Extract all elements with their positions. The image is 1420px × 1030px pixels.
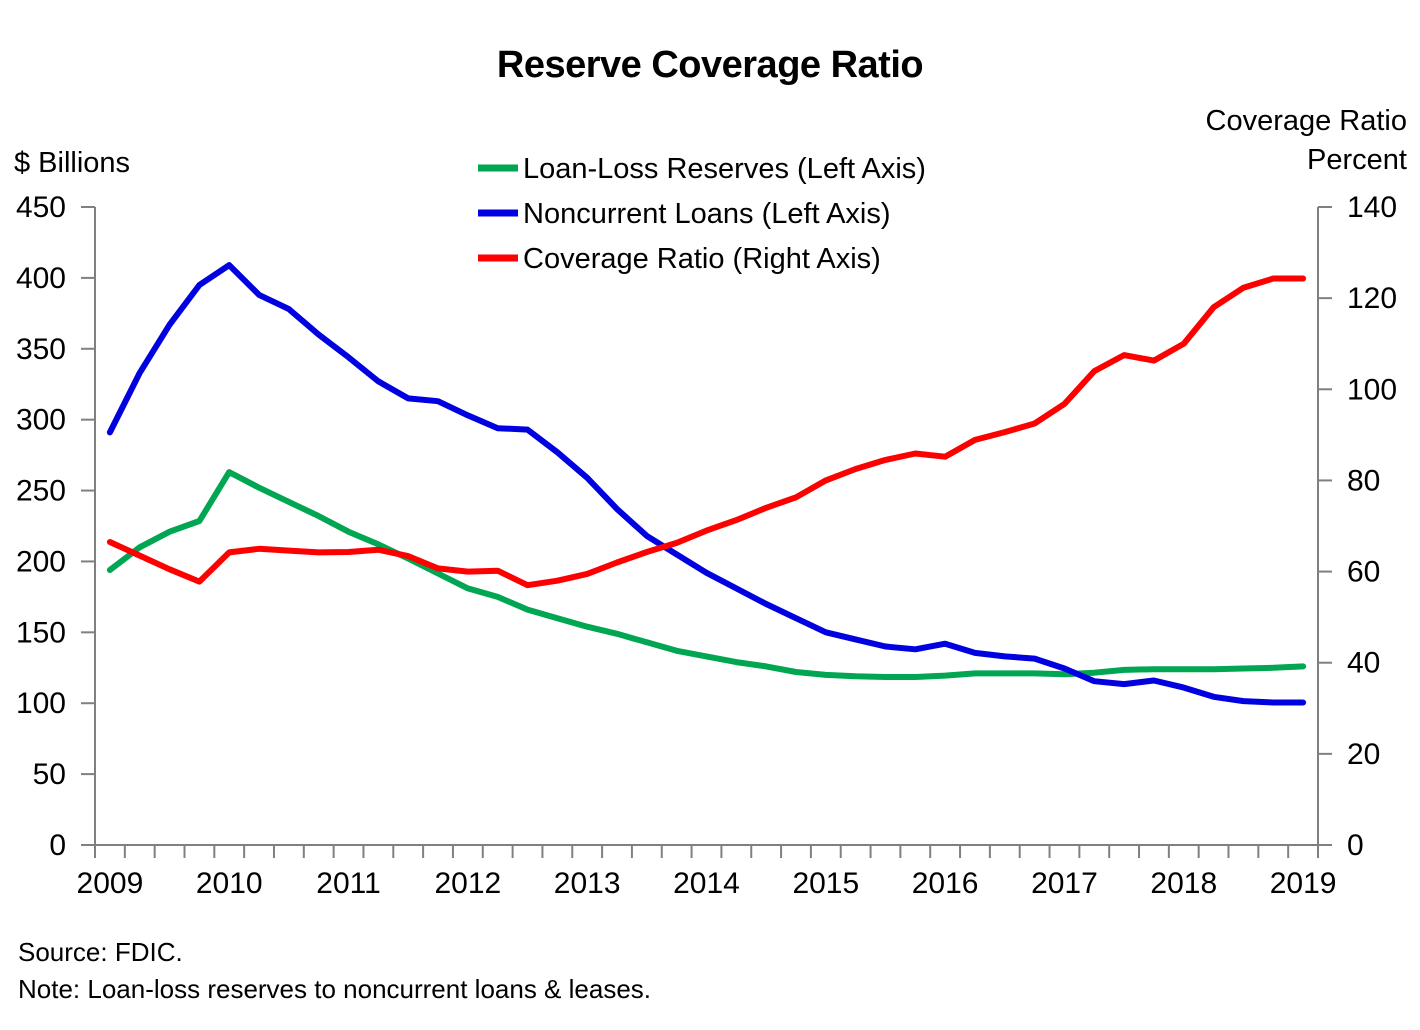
legend-label-coverage-ratio: Coverage Ratio (Right Axis) bbox=[523, 243, 881, 275]
series bbox=[106, 262, 1307, 706]
left-axis-tick-label: 150 bbox=[16, 616, 66, 649]
right-axis-tick-label: 100 bbox=[1347, 373, 1397, 406]
legend-label-loan-loss-reserves: Loan-Loss Reserves (Left Axis) bbox=[523, 153, 926, 185]
right-axis-unit-label: Percent bbox=[1307, 144, 1407, 176]
left-axis-tick-label: 450 bbox=[16, 191, 66, 224]
methodology-note: Note: Loan-loss reserves to noncurrent l… bbox=[18, 974, 651, 1004]
legend: Loan-Loss Reserves (Left Axis) Noncurren… bbox=[478, 153, 926, 275]
right-axis-tick-label: 140 bbox=[1347, 191, 1397, 224]
x-axis-year-label: 2019 bbox=[1270, 867, 1337, 900]
x-axis-year-label: 2018 bbox=[1150, 867, 1217, 900]
left-axis-tick-label: 100 bbox=[16, 687, 66, 720]
left-axis-tick-label: 250 bbox=[16, 475, 66, 508]
left-axis-tick-label: 0 bbox=[49, 829, 66, 862]
x-axis-year-label: 2013 bbox=[554, 867, 621, 900]
series-line-coverage-ratio bbox=[106, 275, 1307, 589]
left-axis-tick-label: 350 bbox=[16, 333, 66, 366]
right-axis-tick-label: 120 bbox=[1347, 282, 1397, 315]
legend-item-loan-loss-reserves: Loan-Loss Reserves (Left Axis) bbox=[478, 153, 926, 185]
right-axis-title: Coverage Ratio bbox=[1206, 105, 1408, 137]
x-axis-year-label: 2016 bbox=[912, 867, 979, 900]
right-axis-tick-label: 40 bbox=[1347, 647, 1380, 680]
x-axis-year-label: 2009 bbox=[77, 867, 144, 900]
x-axis-year-label: 2012 bbox=[434, 867, 501, 900]
right-axis-tick-label: 60 bbox=[1347, 556, 1380, 589]
right-axis-tick-label: 0 bbox=[1347, 829, 1364, 862]
legend-item-noncurrent-loans: Noncurrent Loans (Left Axis) bbox=[478, 198, 891, 230]
source-note: Source: FDIC. bbox=[18, 937, 183, 967]
right-axis-tick-label: 20 bbox=[1347, 738, 1380, 771]
x-axis-year-label: 2017 bbox=[1031, 867, 1098, 900]
right-axis-tick-label: 80 bbox=[1347, 464, 1380, 497]
x-axis-year-label: 2011 bbox=[316, 867, 381, 900]
axes: 4504003503002502001501005001401201008060… bbox=[16, 191, 1397, 900]
series-line-noncurrent-loans bbox=[106, 262, 1307, 706]
left-axis-tick-label: 200 bbox=[16, 545, 66, 578]
chart-title: Reserve Coverage Ratio bbox=[497, 44, 923, 86]
x-axis-year-label: 2010 bbox=[196, 867, 263, 900]
left-axis-tick-label: 300 bbox=[16, 404, 66, 437]
x-axis-year-label: 2014 bbox=[673, 867, 740, 900]
left-axis-tick-label: 50 bbox=[33, 758, 66, 791]
legend-item-coverage-ratio: Coverage Ratio (Right Axis) bbox=[478, 243, 881, 275]
legend-label-noncurrent-loans: Noncurrent Loans (Left Axis) bbox=[523, 198, 891, 230]
left-axis-unit-label: $ Billions bbox=[14, 147, 130, 179]
x-axis-year-label: 2015 bbox=[792, 867, 859, 900]
left-axis-tick-label: 400 bbox=[16, 262, 66, 295]
series-line-loan-loss-reserves bbox=[106, 469, 1307, 680]
